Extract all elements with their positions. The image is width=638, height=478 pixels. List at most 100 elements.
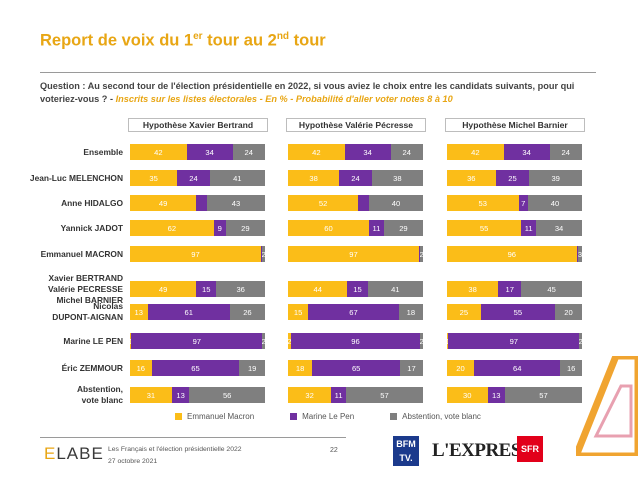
row-label-line: Ensemble bbox=[83, 146, 123, 157]
bar-segment-macron: 42 bbox=[288, 144, 345, 160]
data-label: 49 bbox=[158, 284, 168, 294]
data-label: 56 bbox=[222, 390, 232, 400]
row-label-line: vote blanc bbox=[81, 395, 123, 405]
bar-segment-le-pen: 11 bbox=[331, 387, 347, 403]
data-label: 96 bbox=[507, 249, 517, 259]
bar-segment-le-pen: 13 bbox=[487, 387, 506, 403]
data-label: 15 bbox=[353, 284, 362, 294]
bar-row: 42 34 24 bbox=[288, 144, 423, 160]
bar-segment-le-pen bbox=[196, 195, 207, 211]
bar-row: 15 67 18 bbox=[288, 304, 423, 320]
bar-row: 44 15 41 bbox=[288, 281, 423, 297]
row-label-line: Abstention, bbox=[76, 384, 123, 394]
bar-row: 16 65 19 bbox=[130, 360, 265, 376]
bar-segment-abstention: 36 bbox=[216, 281, 265, 297]
bar-row: 1972 bbox=[130, 333, 265, 349]
bar-segment-le-pen: 65 bbox=[151, 360, 240, 376]
data-label: 15 bbox=[293, 307, 303, 317]
data-label: 2 bbox=[579, 336, 582, 346]
row-label-line: Jean-Luc MELENCHON bbox=[29, 172, 123, 183]
data-label: 17 bbox=[407, 363, 416, 373]
data-label: 62 bbox=[167, 223, 177, 233]
data-label: 3 bbox=[577, 249, 582, 259]
bar-segment-macron: 36 bbox=[447, 170, 496, 186]
bar-row: 36 25 39 bbox=[447, 170, 582, 186]
bar-segment-le-pen: 15 bbox=[196, 281, 217, 297]
bar-segment-macron: 15 bbox=[288, 304, 309, 320]
bar-segment-macron: 30 bbox=[447, 387, 488, 403]
bar-row: 62 9 29 bbox=[130, 220, 265, 236]
bar-segment-le-pen: 34 bbox=[344, 144, 391, 160]
lexpress-logo: L'EXPRESS bbox=[432, 440, 531, 461]
bar-row: 38 24 38 bbox=[288, 170, 423, 186]
bar-segment-macron: 49 bbox=[130, 195, 197, 211]
row-label-line: Nicolas bbox=[93, 301, 123, 311]
bar-segment-le-pen: 17 bbox=[498, 281, 522, 297]
bar-segment-abstention: 41 bbox=[367, 281, 423, 297]
data-label: 29 bbox=[399, 223, 408, 233]
bar-segment-abstention: 3 bbox=[577, 246, 582, 262]
row-label: Xavier BERTRAND Valérie PECRESSE Michel BA… bbox=[0, 273, 123, 306]
data-label: 31 bbox=[146, 390, 156, 400]
data-label: 20 bbox=[456, 363, 465, 373]
bar-segment-macron: 2 bbox=[288, 333, 291, 349]
bar-row: 42 34 24 bbox=[130, 144, 265, 160]
data-label: 42 bbox=[312, 147, 321, 157]
bar-segment-abstention: 2 bbox=[420, 333, 423, 349]
data-label: 13 bbox=[176, 390, 185, 400]
bar-segment-le-pen: 65 bbox=[312, 360, 401, 376]
question-text: Question : Au second tour de l'élection … bbox=[40, 81, 575, 104]
footer-study-title: Les Français et l'élection présidentiell… bbox=[108, 446, 242, 453]
bar-segment-abstention: 41 bbox=[209, 170, 265, 186]
bar-segment-le-pen: 15 bbox=[347, 281, 368, 297]
data-label: 55 bbox=[513, 307, 523, 317]
bar-segment-le-pen: 7 bbox=[518, 195, 528, 211]
bar-segment-macron: 97 bbox=[130, 246, 261, 262]
data-label: 34 bbox=[363, 147, 372, 157]
bar-segment-macron: 1 bbox=[447, 333, 449, 349]
data-label: 7 bbox=[521, 198, 526, 208]
bar-row: 25 55 20 bbox=[447, 304, 582, 320]
bar-segment-abstention: 24 bbox=[232, 144, 265, 160]
bar-segment-macron: 18 bbox=[288, 360, 313, 376]
bar-row: 13 61 26 bbox=[130, 304, 265, 320]
data-label: 34 bbox=[554, 223, 564, 233]
data-label: 97 bbox=[192, 336, 202, 346]
data-label: 49 bbox=[158, 198, 168, 208]
row-label: Emmanuel MACRON bbox=[0, 249, 123, 260]
bar-segment-abstention: 40 bbox=[527, 195, 582, 211]
bar-segment-macron: 13 bbox=[130, 304, 148, 320]
data-label: 26 bbox=[243, 307, 252, 317]
title-divider bbox=[40, 72, 596, 73]
data-label: 11 bbox=[334, 390, 343, 400]
bar-row: 32 11 57 bbox=[288, 387, 423, 403]
bar-segment-abstention: 29 bbox=[383, 220, 423, 236]
data-label: 67 bbox=[349, 307, 358, 317]
bar-segment-macron: 38 bbox=[288, 170, 340, 186]
bar-row: 52 40 bbox=[288, 195, 423, 211]
data-label: 1 bbox=[447, 337, 448, 346]
row-label: Ensemble bbox=[0, 147, 123, 158]
footer-date: 27 octobre 2021 bbox=[108, 458, 158, 465]
bar-row: 38 17 45 bbox=[447, 281, 582, 297]
bar-segment-abstention: 20 bbox=[555, 304, 582, 320]
data-label: 42 bbox=[154, 147, 163, 157]
data-label: 24 bbox=[351, 173, 360, 183]
bar-segment-le-pen: 24 bbox=[177, 170, 210, 186]
data-label: 2 bbox=[262, 336, 265, 346]
page-title: Report de voix du 1er tour au 2nd tour bbox=[40, 31, 326, 50]
data-label: 2 bbox=[420, 249, 423, 259]
bar-segment-abstention: 56 bbox=[189, 387, 265, 403]
row-label-line: Michel BARNIER bbox=[56, 294, 123, 305]
panel-title: Hypothèse Xavier Bertrand bbox=[128, 118, 268, 132]
footer-divider bbox=[40, 437, 346, 438]
legend-item-abstention: Abstention, vote blanc bbox=[390, 412, 481, 421]
data-label: 35 bbox=[149, 173, 158, 183]
data-label: 24 bbox=[561, 147, 570, 157]
data-label: 29 bbox=[241, 223, 250, 233]
bar-segment-abstention: 2 bbox=[579, 333, 582, 349]
data-label: 41 bbox=[233, 173, 242, 183]
data-label: 25 bbox=[459, 307, 469, 317]
sfr-logo: SFR bbox=[517, 436, 543, 462]
data-label: 57 bbox=[380, 390, 389, 400]
